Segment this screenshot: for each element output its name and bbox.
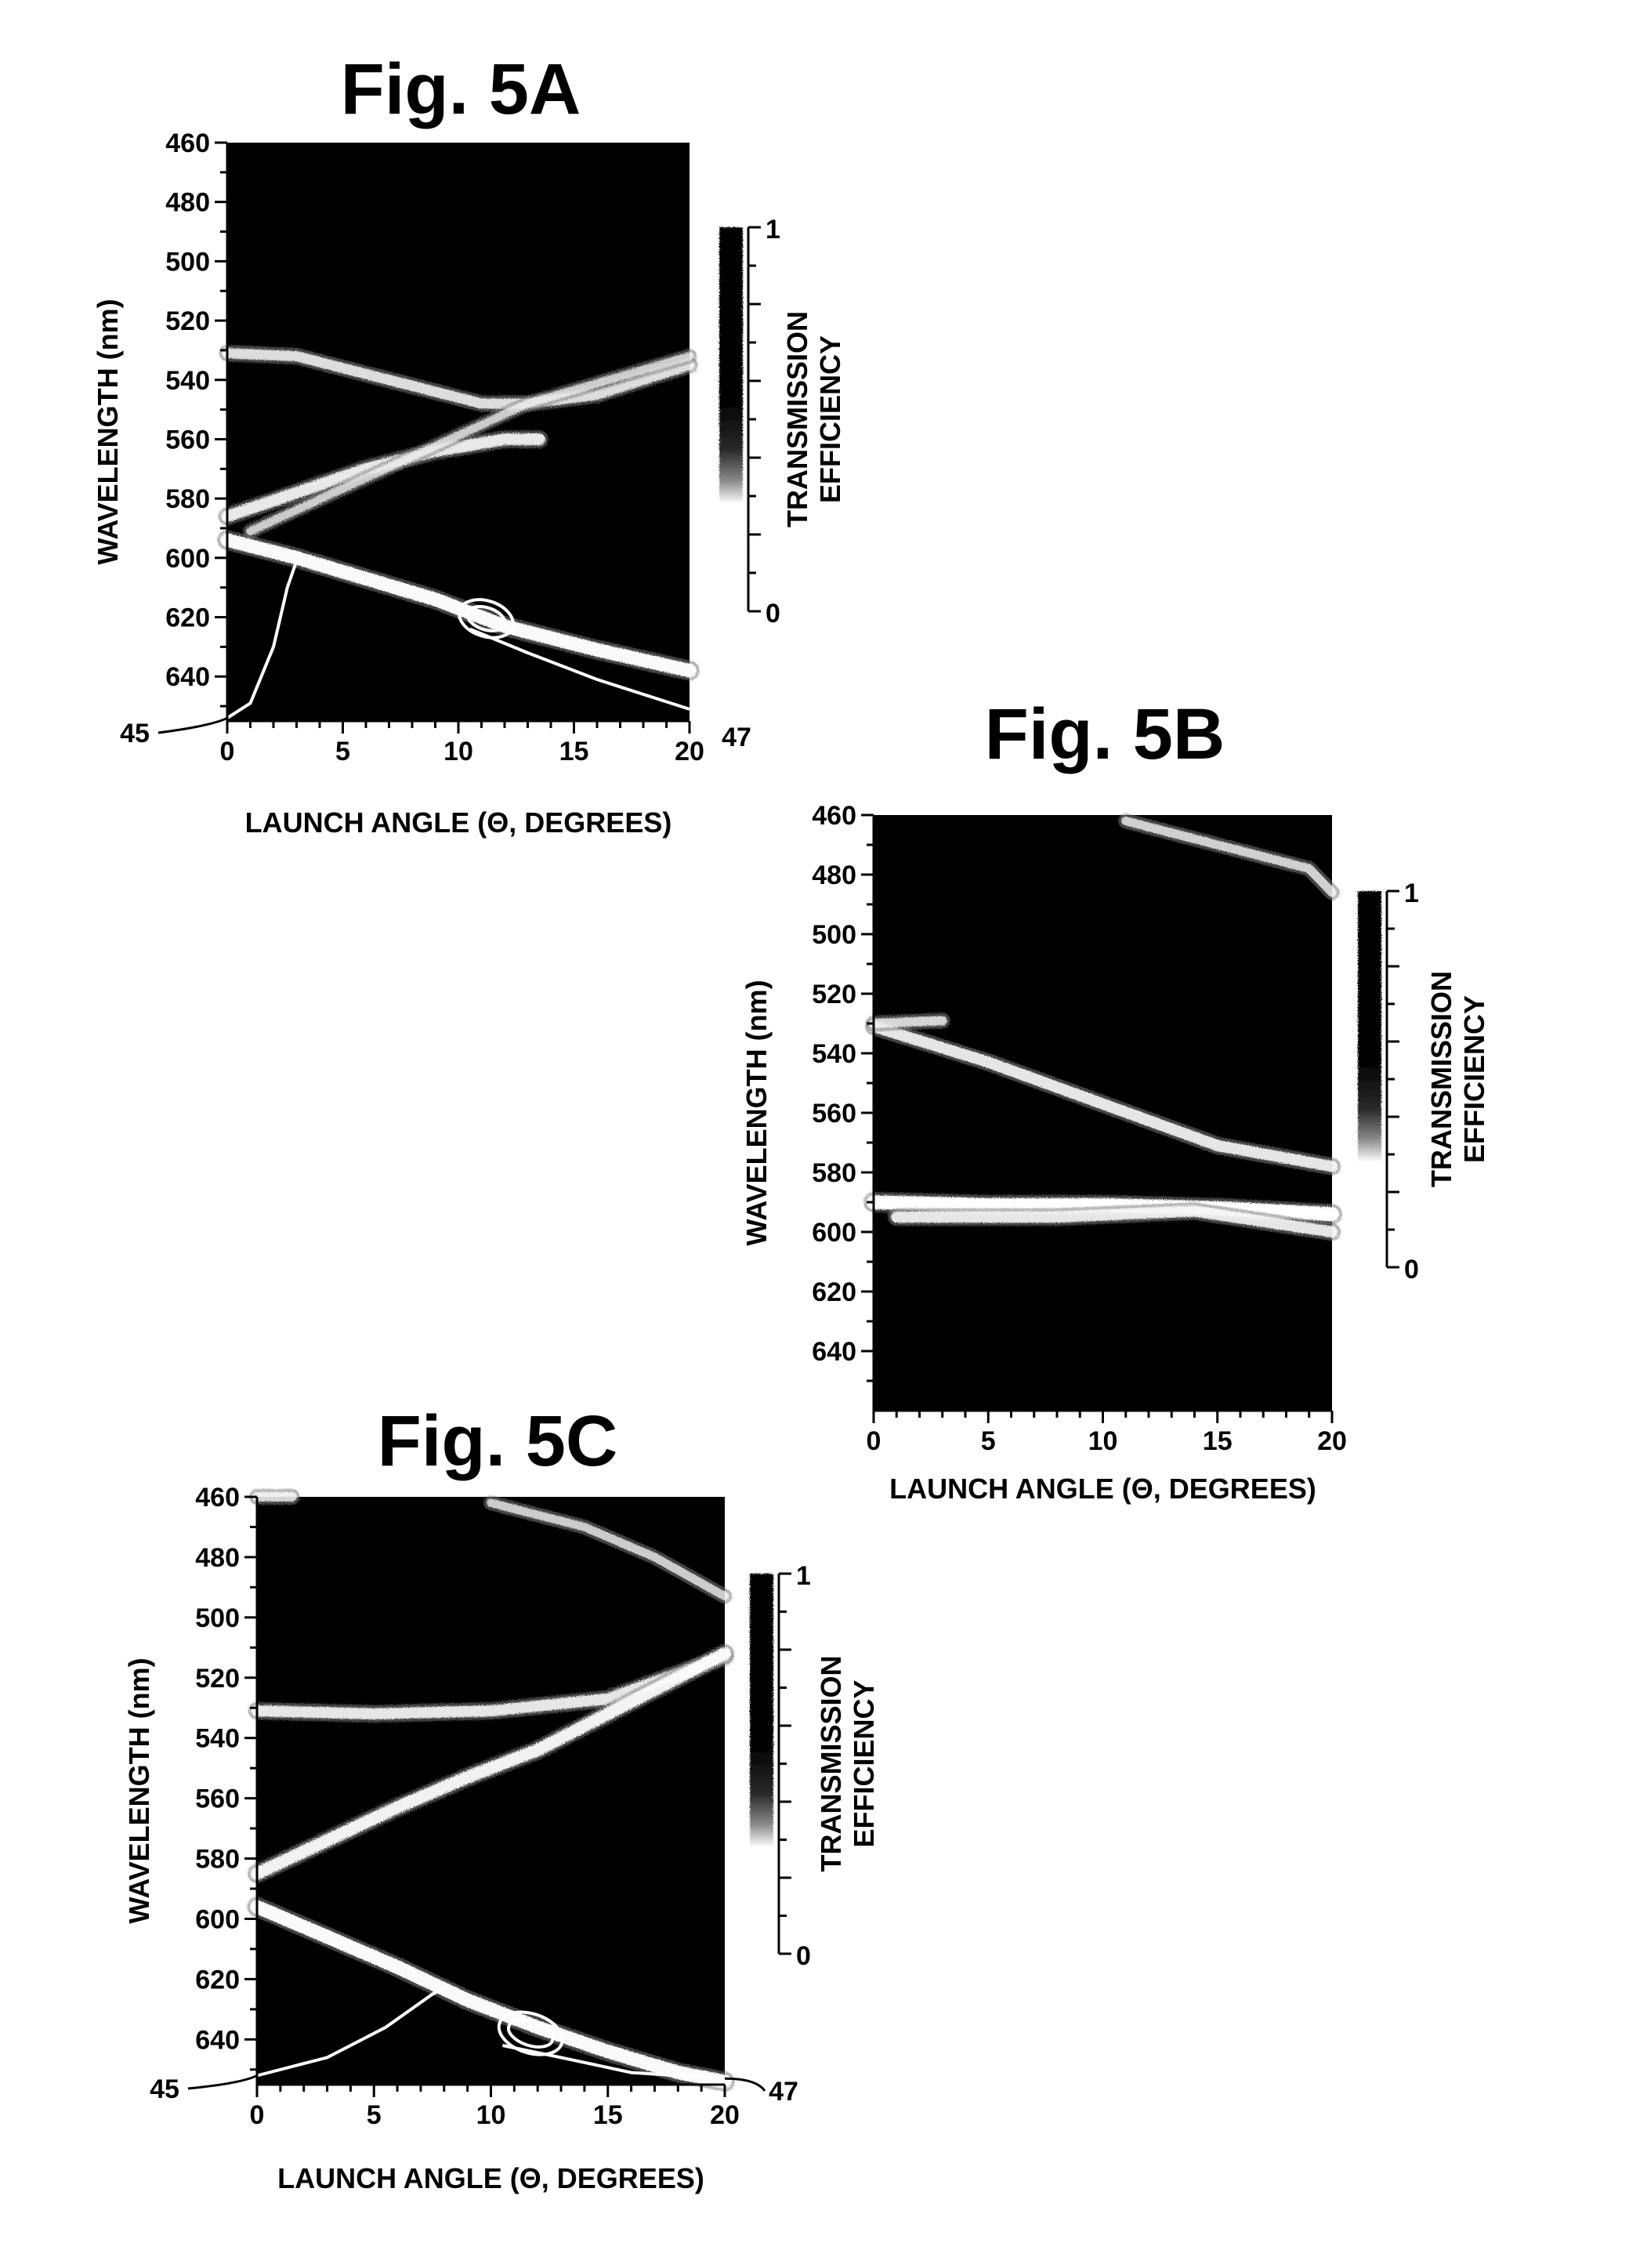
x-tick-label: 20 bbox=[675, 737, 704, 766]
y-tick-label: 640 bbox=[812, 1337, 856, 1367]
x-tick-label: 0 bbox=[220, 737, 235, 766]
y-tick-label: 480 bbox=[812, 860, 856, 890]
x-tick-label: 15 bbox=[559, 737, 589, 766]
y-tick-label: 580 bbox=[165, 484, 210, 514]
y-tick-label: 560 bbox=[165, 425, 210, 455]
colorbar-title-line: EFFICIENCY bbox=[814, 335, 846, 503]
x-tick-label: 20 bbox=[710, 2100, 740, 2130]
reference-numeral-45: 45 bbox=[150, 2074, 179, 2104]
y-tick-label: 480 bbox=[195, 1543, 240, 1573]
y-axis-title: WAVELENGTH (nm) bbox=[123, 1658, 155, 1923]
colorbar-gradient bbox=[719, 227, 743, 611]
colorbar-title-line: TRANSMISSION bbox=[815, 1655, 847, 1871]
y-tick-label: 460 bbox=[195, 1483, 240, 1513]
y-axis-title: WAVELENGTH (nm) bbox=[740, 980, 773, 1245]
y-tick-label: 540 bbox=[165, 366, 210, 396]
colorbar-max-label: 1 bbox=[1404, 879, 1419, 908]
reference-numeral-45: 45 bbox=[120, 719, 150, 748]
x-tick-label: 10 bbox=[476, 2100, 506, 2130]
reference-numeral-47: 47 bbox=[769, 2077, 798, 2107]
y-tick-label: 560 bbox=[195, 1784, 240, 1814]
y-tick-label: 500 bbox=[812, 920, 856, 950]
y-tick-label: 540 bbox=[812, 1039, 856, 1069]
colorbar-min-label: 0 bbox=[796, 1941, 811, 1971]
y-tick-label: 600 bbox=[195, 1904, 240, 1934]
y-tick-label: 620 bbox=[165, 603, 210, 633]
y-tick-label: 500 bbox=[165, 247, 210, 277]
reference-leader-line bbox=[188, 2075, 257, 2089]
y-tick-label: 580 bbox=[812, 1158, 856, 1188]
y-axis-title: WAVELENGTH (nm) bbox=[92, 299, 124, 564]
x-tick-label: 10 bbox=[1088, 1426, 1118, 1456]
y-tick-label: 600 bbox=[165, 544, 210, 574]
colorbar-gradient bbox=[1358, 891, 1381, 1267]
colorbar-title-line: TRANSMISSION bbox=[781, 311, 813, 527]
colorbar-title-line: EFFICIENCY bbox=[848, 1679, 880, 1847]
colorbar-min-label: 0 bbox=[766, 599, 780, 629]
x-tick-label: 10 bbox=[443, 737, 473, 766]
y-tick-label: 640 bbox=[165, 662, 210, 692]
y-tick-label: 580 bbox=[195, 1845, 240, 1875]
x-axis-title: LAUNCH ANGLE (Θ, DEGREES) bbox=[277, 2162, 704, 2194]
colorbar-max-label: 1 bbox=[796, 1561, 811, 1591]
reference-numeral-47: 47 bbox=[722, 723, 751, 752]
colorbar-max-label: 1 bbox=[766, 215, 780, 245]
x-tick-label: 20 bbox=[1317, 1426, 1347, 1456]
figure-title: Fig. 5A bbox=[341, 49, 581, 129]
x-tick-label: 15 bbox=[593, 2100, 623, 2130]
colorbar-gradient bbox=[750, 1574, 773, 1954]
x-tick-label: 0 bbox=[867, 1426, 881, 1456]
x-tick-label: 5 bbox=[981, 1426, 996, 1456]
colorbar-title-line: EFFICIENCY bbox=[1458, 995, 1490, 1163]
transmission-band bbox=[874, 1020, 943, 1023]
colorbar-title-line: TRANSMISSION bbox=[1425, 971, 1457, 1187]
panel-fig-5c: Fig. 5C 460 480 500 520 540 560 580 600 620 640 0 5 1… bbox=[123, 1401, 880, 2194]
y-tick-label: 620 bbox=[195, 1965, 240, 1994]
y-tick-label: 520 bbox=[195, 1664, 240, 1694]
y-tick-label: 600 bbox=[812, 1218, 856, 1248]
panel-fig-5b: Fig. 5B 460 480 500 520 540 560 580 600 620 640 0 5 1… bbox=[740, 694, 1490, 1505]
x-tick-label: 15 bbox=[1203, 1426, 1233, 1456]
y-tick-label: 520 bbox=[165, 306, 210, 336]
x-tick-label: 5 bbox=[335, 737, 350, 766]
y-tick-label: 520 bbox=[812, 980, 856, 1009]
y-tick-label: 500 bbox=[195, 1603, 240, 1633]
heatmap-background bbox=[257, 1497, 725, 2085]
x-tick-label: 5 bbox=[367, 2100, 382, 2130]
colorbar-min-label: 0 bbox=[1404, 1255, 1419, 1284]
figure-title: Fig. 5B bbox=[985, 694, 1225, 774]
figure-title: Fig. 5C bbox=[378, 1401, 618, 1481]
y-tick-label: 560 bbox=[812, 1099, 856, 1129]
y-tick-label: 460 bbox=[165, 129, 210, 158]
y-tick-label: 540 bbox=[195, 1724, 240, 1754]
y-tick-label: 640 bbox=[195, 2025, 240, 2055]
x-axis-title: LAUNCH ANGLE (Θ, DEGREES) bbox=[889, 1473, 1316, 1505]
y-tick-label: 620 bbox=[812, 1277, 856, 1307]
x-axis-title: LAUNCH ANGLE (Θ, DEGREES) bbox=[245, 806, 672, 839]
reference-leader-line bbox=[158, 718, 227, 733]
x-tick-label: 0 bbox=[250, 2100, 265, 2130]
panel-fig-5a: Fig. 5A 460 480 500 520 540 560 580 600 620 640 0 5 1… bbox=[92, 49, 846, 839]
y-tick-label: 460 bbox=[812, 801, 856, 831]
y-tick-label: 480 bbox=[165, 188, 210, 218]
